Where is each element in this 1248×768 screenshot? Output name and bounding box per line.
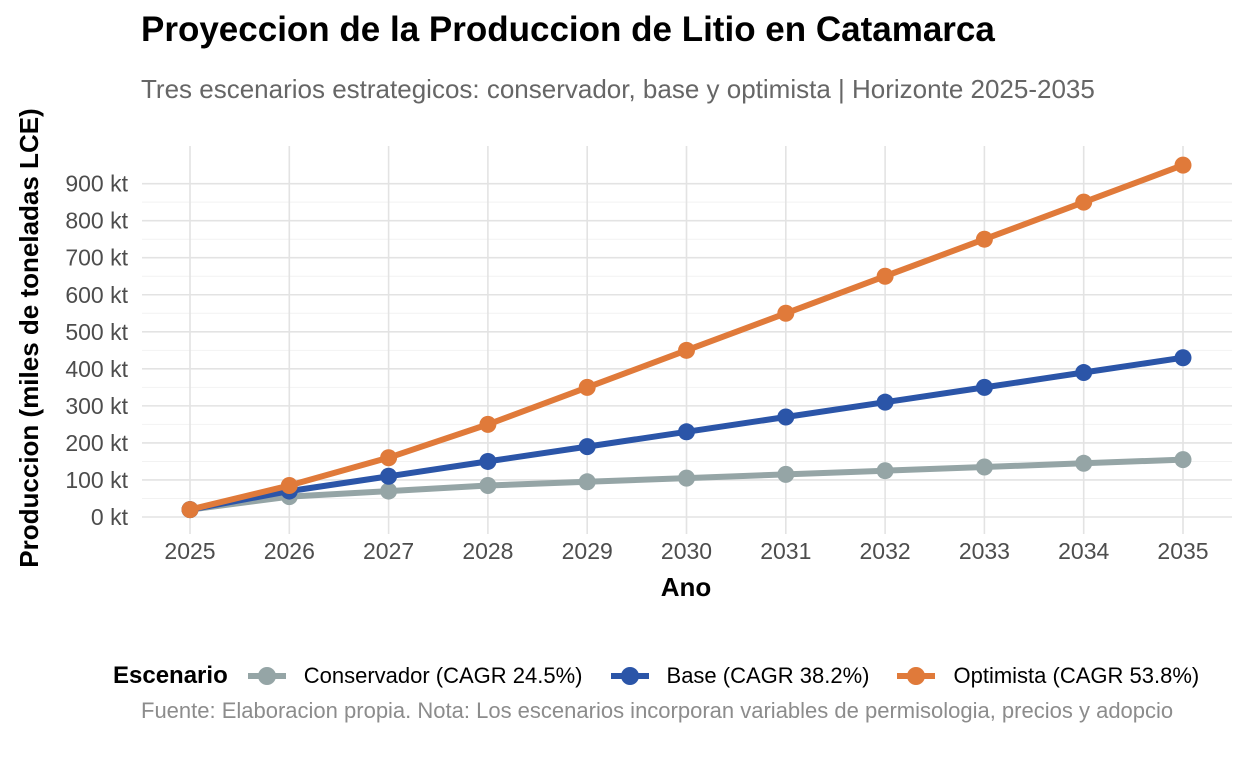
x-tick-label: 2030 <box>661 538 712 564</box>
x-tick-label: 2028 <box>462 538 513 564</box>
y-tick-label: 600 kt <box>65 282 128 308</box>
y-tick-label: 400 kt <box>65 356 128 382</box>
data-point-optimista <box>975 230 993 248</box>
data-point-conservador <box>876 462 894 480</box>
legend-title: Escenario <box>113 662 228 689</box>
data-point-base <box>975 378 993 396</box>
legend-key-optimista <box>895 656 937 696</box>
y-tick-label: 0 kt <box>91 504 129 530</box>
y-tick-label: 300 kt <box>65 393 128 419</box>
data-point-optimista <box>181 501 199 519</box>
legend-item-conservador: Conservador (CAGR 24.5%) <box>246 656 583 696</box>
data-point-conservador <box>578 473 596 491</box>
x-tick-label: 2026 <box>264 538 315 564</box>
data-point-conservador <box>380 482 398 500</box>
x-tick-label: 2032 <box>860 538 911 564</box>
data-point-base <box>876 393 894 411</box>
legend-key-base <box>609 656 651 696</box>
data-point-optimista <box>1174 156 1192 174</box>
data-point-optimista <box>876 267 894 285</box>
legend-label-conservador: Conservador (CAGR 24.5%) <box>303 663 583 688</box>
data-point-conservador <box>975 458 993 476</box>
data-point-base <box>578 438 596 456</box>
chart-title: Proyeccion de la Produccion de Litio en … <box>141 10 995 49</box>
y-axis-label: Produccion (miles de toneladas LCE) <box>14 108 44 567</box>
legend-label-base: Base (CAGR 38.2%) <box>666 663 870 688</box>
x-tick-label: 2031 <box>760 538 811 564</box>
x-tick-label: 2035 <box>1157 538 1208 564</box>
x-tick-label: 2027 <box>363 538 414 564</box>
x-tick-label: 2029 <box>562 538 613 564</box>
data-point-conservador <box>1174 451 1192 469</box>
data-point-conservador <box>1075 454 1093 472</box>
data-point-base <box>1174 349 1192 367</box>
data-point-optimista <box>578 378 596 396</box>
data-point-optimista <box>1075 193 1093 211</box>
chart-caption: Fuente: Elaboracion propia. Nota: Los es… <box>141 698 1174 723</box>
y-tick-label: 200 kt <box>65 430 128 456</box>
legend-label-optimista: Optimista (CAGR 53.8%) <box>953 663 1200 688</box>
x-tick-labels: 2025 2026 2027 2028 2029 2030 2031 2032 2033 2034… <box>164 538 1208 564</box>
grid <box>142 146 1232 534</box>
data-point-optimista <box>678 341 695 359</box>
legend-key-conservador <box>246 656 288 696</box>
chart-plot: 0 kt 100 kt 200 kt 300 kt 400 kt 500 kt 600 kt… <box>14 108 1232 602</box>
y-tick-label: 800 kt <box>65 208 128 234</box>
y-tick-labels: 0 kt 100 kt 200 kt 300 kt 400 kt 500 kt 600 kt… <box>65 171 128 530</box>
data-point-base <box>777 408 795 426</box>
data-point-conservador <box>479 477 497 495</box>
x-axis-label: Ano <box>661 572 712 602</box>
y-tick-label: 900 kt <box>65 171 128 197</box>
data-point-optimista <box>777 304 795 322</box>
legend-item-optimista: Optimista (CAGR 53.8%) <box>895 656 1199 696</box>
x-tick-label: 2025 <box>164 538 215 564</box>
data-point-optimista <box>280 477 298 495</box>
y-tick-label: 500 kt <box>65 319 128 345</box>
x-tick-label: 2034 <box>1058 538 1109 564</box>
data-point-conservador <box>678 469 695 487</box>
data-point-base <box>479 452 497 470</box>
y-tick-label: 700 kt <box>65 245 128 271</box>
x-tick-label: 2033 <box>959 538 1010 564</box>
data-point-base <box>1075 364 1093 382</box>
legend: Escenario Conservador (CAGR 24.5%) Base … <box>113 656 1225 696</box>
data-point-conservador <box>777 465 795 483</box>
data-point-base <box>380 467 398 485</box>
data-point-base <box>678 423 695 441</box>
legend-item-base: Base (CAGR 38.2%) <box>609 656 870 696</box>
series-lines <box>181 156 1192 519</box>
data-point-optimista <box>479 415 497 433</box>
data-point-optimista <box>380 449 398 467</box>
y-tick-label: 100 kt <box>65 467 128 493</box>
chart-subtitle: Tres escenarios estrategicos: conservado… <box>141 74 1095 104</box>
